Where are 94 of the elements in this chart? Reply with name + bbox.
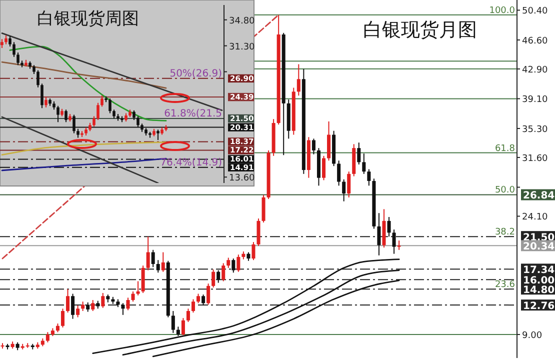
- y-tick-label: 39.10: [522, 95, 548, 106]
- y-tick-label: 46.60: [522, 36, 548, 46]
- candlestick: [8, 36, 12, 48]
- candlestick: [186, 308, 190, 322]
- candlestick: [342, 178, 346, 202]
- candlestick: [252, 242, 256, 261]
- candlestick: [337, 160, 341, 186]
- annotation: 38.2: [494, 228, 515, 238]
- candlestick: [121, 302, 125, 316]
- chart-title: 白银现货周图: [37, 9, 139, 29]
- candlestick: [222, 262, 226, 282]
- text: 白银现货月图: [363, 19, 477, 41]
- candlestick: [46, 332, 50, 343]
- candlestick: [367, 168, 371, 186]
- y-tick-label: 13.60: [229, 174, 256, 184]
- candlestick: [357, 142, 361, 166]
- candlestick: [387, 216, 391, 238]
- candlestick: [12, 42, 16, 58]
- candlestick: [151, 249, 155, 268]
- ref-line-label: 16.00: [523, 276, 555, 287]
- candlestick: [66, 288, 70, 314]
- candlestick: [236, 254, 240, 272]
- ref-line-label: 21.50: [523, 232, 555, 244]
- candlestick: [60, 308, 64, 328]
- y-tick-label: 42.90: [522, 65, 548, 76]
- candlestick: [232, 258, 236, 274]
- candlestick: [312, 138, 316, 155]
- candlestick: [322, 155, 326, 181]
- candlestick: [212, 268, 216, 288]
- annotation: 50%(26.9): [170, 68, 222, 80]
- candlestick: [156, 260, 160, 274]
- candlestick: [362, 153, 366, 174]
- candlestick: [206, 283, 210, 306]
- candlestick: [40, 83, 44, 109]
- candlestick: [226, 257, 230, 268]
- candlestick: [327, 120, 331, 162]
- line-series: [152, 280, 400, 358]
- annotation: 23.6: [494, 280, 516, 290]
- candlestick: [141, 265, 145, 294]
- candlestick: [216, 270, 220, 284]
- candlestick: [132, 110, 136, 120]
- annotation: 50.0: [494, 186, 516, 196]
- candlestick: [202, 294, 206, 306]
- candlestick: [181, 318, 185, 336]
- candlestick: [36, 70, 40, 88]
- line-series: [122, 270, 400, 356]
- candlestick: [92, 116, 96, 128]
- candlestick: [397, 240, 401, 250]
- candlestick: [347, 171, 351, 198]
- ref-line-label: 17.34: [523, 265, 555, 276]
- candlestick: [176, 326, 180, 337]
- ref-line-label: 14.80: [523, 284, 555, 296]
- candlestick: [101, 292, 105, 308]
- candlestick: [196, 293, 200, 304]
- annotation: 100.0: [489, 6, 516, 16]
- candlestick: [146, 236, 150, 271]
- candlestick: [296, 64, 300, 96]
- candlestick: [86, 302, 90, 312]
- candlestick: [44, 96, 48, 108]
- y-tick-label: 34.80: [229, 16, 256, 26]
- candlestick: [16, 52, 20, 66]
- candlestick: [161, 252, 165, 272]
- candlestick: [64, 109, 68, 123]
- candlestick: [56, 105, 60, 123]
- candlestick: [71, 293, 75, 320]
- ref-line-label: 26.84: [523, 190, 555, 202]
- candlestick: [131, 290, 135, 302]
- y-tick-label: 24.10: [522, 212, 548, 223]
- candlestick: [96, 102, 100, 120]
- candlestick: [76, 305, 80, 318]
- candlestick: [91, 300, 95, 312]
- y-tick-label: 50.40: [522, 6, 548, 17]
- annotation: 61.8: [494, 144, 516, 154]
- annotation: 61.8%(21.5: [164, 108, 222, 120]
- candlestick: [126, 297, 130, 311]
- candlestick: [108, 98, 112, 114]
- candlestick: [392, 229, 396, 254]
- ref-line-label: 20.34: [523, 242, 555, 253]
- candlestick: [191, 298, 196, 314]
- candlestick: [136, 280, 140, 296]
- y-tick-label: 9.00: [522, 331, 542, 341]
- y-tick-label: 35.30: [522, 124, 548, 135]
- ref-line-label: 12.76: [523, 300, 555, 312]
- y-tick-label: 31.60: [522, 154, 548, 164]
- candlestick: [262, 194, 266, 223]
- candlestick: [81, 301, 85, 312]
- line-series: [92, 258, 400, 354]
- candlestick: [171, 310, 175, 334]
- line-series: [1, 61, 167, 89]
- annotation: 76.4%(14.9): [160, 157, 222, 168]
- candlestick: [377, 212, 381, 256]
- candlestick: [256, 218, 260, 246]
- y-tick-label: 31.30: [229, 42, 256, 52]
- candlestick: [100, 94, 104, 108]
